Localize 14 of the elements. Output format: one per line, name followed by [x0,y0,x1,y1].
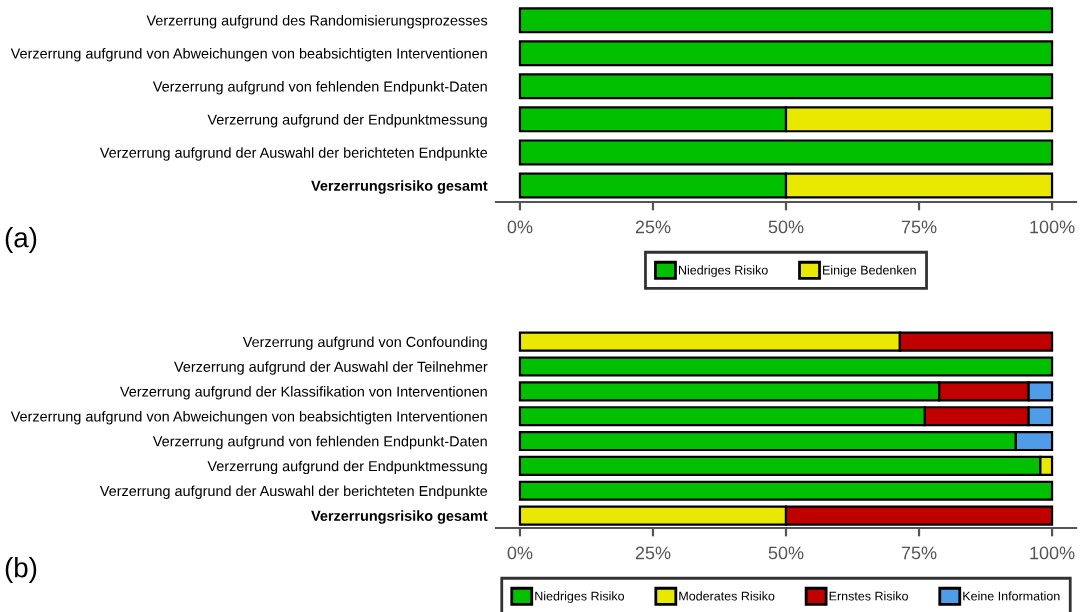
text: (a) [5,227,37,253]
text: (b) [5,557,37,583]
x-tick-label: 0% [507,546,533,560]
bar [518,480,1054,501]
x-tick-label: 75% [901,546,937,560]
x-tick-label: 50% [768,546,804,560]
x-tick-label: 100% [1030,546,1075,560]
x-tick-label: 0% [507,220,533,234]
x-tick-label: 25% [635,546,671,560]
x-tick-label: 100% [1030,220,1075,234]
x-tick-label: 25% [635,220,671,234]
x-tick-label: 50% [768,220,804,234]
bar [518,356,1054,377]
x-tick-label: 75% [901,220,937,234]
